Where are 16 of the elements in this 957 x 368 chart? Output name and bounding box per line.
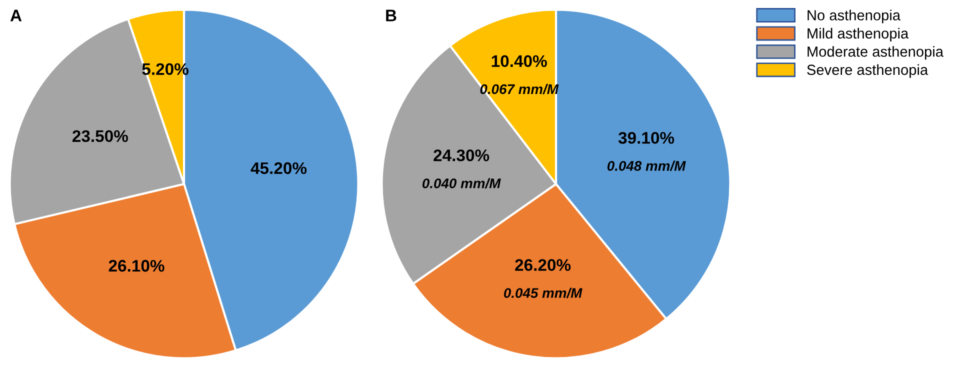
text: 0.045 mm/M — [504, 288, 582, 298]
legend-label: Moderate asthenopia — [808, 46, 944, 60]
legend-label: Mild asthenopia — [808, 28, 909, 42]
legend-label: No asthenopia — [808, 10, 901, 24]
text: 0.048 mm/M — [607, 160, 686, 171]
chart-title: A — [10, 10, 22, 22]
data-label: 24.30% — [434, 149, 490, 162]
data-label: 39.10% — [618, 132, 674, 144]
data-label: 10.40% — [492, 55, 547, 68]
legend-label: Severe asthenopia — [807, 64, 928, 78]
data-label: 23.50% — [72, 130, 128, 142]
data-label: 26.20% — [515, 259, 571, 271]
text: 0.040 mm/M — [422, 178, 501, 188]
data-label: 45.20% — [250, 162, 307, 174]
chart-title: B — [386, 10, 396, 22]
data-label: 26.10% — [108, 260, 164, 272]
